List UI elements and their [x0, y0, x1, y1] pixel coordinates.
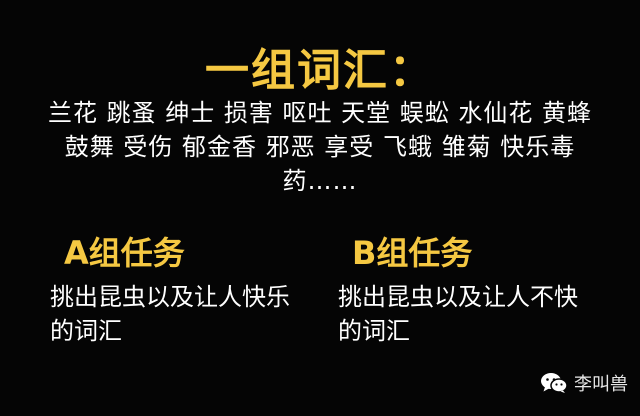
wechat-icon [541, 373, 568, 393]
watermark: 李叫兽 [540, 370, 628, 396]
task-b: B组任务 挑出昆虫以及让人不快的词汇 [338, 228, 592, 348]
task-a-body: 挑出昆虫以及让人快乐的词汇 [50, 283, 290, 345]
vocabulary-list: 兰花 跳蚤 绅士 损害 呕吐 天堂 蜈蚣 水仙花 黄蜂 鼓舞 受伤 郁金香 邪恶… [47, 99, 593, 195]
task-a: A组任务 挑出昆虫以及让人快乐的词汇 [50, 228, 304, 348]
watermark-text: 李叫兽 [574, 374, 628, 395]
task-b-body: 挑出昆虫以及让人不快的词汇 [338, 283, 578, 345]
task-b-title: B组任务 [352, 234, 473, 272]
task-a-title: A组任务 [64, 234, 185, 272]
slide-title: 一组词汇： [205, 45, 435, 96]
